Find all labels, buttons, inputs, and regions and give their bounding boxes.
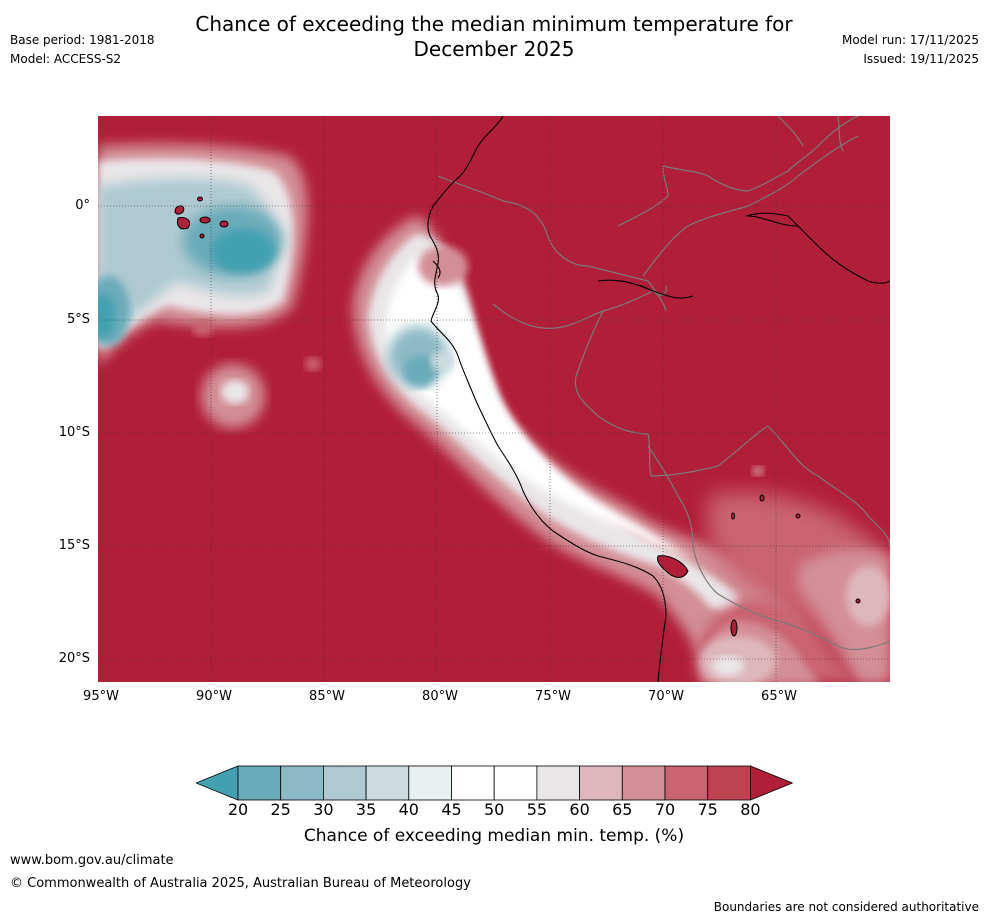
coastlines [427, 116, 890, 682]
colombia-peru-amazon-border [617, 165, 669, 227]
colorbar-tick-45: 45 [441, 800, 462, 819]
lat-label-5s: 5°S [66, 312, 90, 327]
lat-label-0: 0° [75, 198, 90, 213]
colorbar-tick-70: 70 [654, 800, 676, 819]
lake-4 [855, 598, 861, 604]
colorbar [196, 765, 794, 801]
lake-titicaca [657, 555, 689, 578]
bolivia-paraguay-border [767, 425, 890, 547]
colorbar-arrow-low [196, 765, 239, 801]
peru-brazil-border [574, 310, 652, 477]
lon-label-75w: 75°W [535, 689, 571, 704]
colombia-brazil-border [662, 165, 749, 192]
pacific-coastline [427, 116, 667, 682]
coastal-anomaly-band [353, 216, 818, 682]
lon-label-85w: 85°W [309, 689, 345, 704]
lon-label-90w: 90°W [196, 689, 232, 704]
colorbar-cell-75-80 [707, 765, 751, 801]
lon-label-80w: 80°W [422, 689, 458, 704]
base-period: Base period: 1981-2018 [10, 33, 155, 47]
lon-label-95w: 95°W [83, 689, 119, 704]
chart-title: Chance of exceeding the median minimum t… [0, 12, 988, 62]
colorbar-tick-55: 55 [526, 800, 548, 819]
guyana-venezuela-border [777, 116, 844, 152]
colorbar-cell-45-50 [451, 765, 495, 801]
colorbar-cell-40-45 [408, 765, 452, 801]
footer-copyright: © Commonwealth of Australia 2025, Austra… [10, 876, 471, 891]
peru-bolivia-border [647, 445, 694, 547]
title-line-2: December 2025 [413, 37, 575, 61]
lake-1 [759, 494, 765, 502]
colorbar-tick-80: 80 [740, 800, 761, 819]
colorbar-cell-50-55 [493, 765, 538, 801]
lake-3 [731, 512, 735, 520]
santa-cruz-island [199, 216, 211, 224]
colorbar-tick-25: 25 [270, 800, 291, 819]
inland-anomaly [418, 246, 890, 682]
colorbar-cell-35-40 [365, 765, 410, 801]
western-ocean-anomaly [98, 143, 321, 428]
bolivia-chile-border [692, 545, 719, 595]
lake-2 [795, 513, 801, 519]
islands-and-lakes [174, 196, 861, 637]
footer-disclaimer: Boundaries are not considered authoritat… [713, 900, 979, 914]
colorbar-tick-60: 60 [569, 800, 590, 819]
colorbar-cell-60-65 [579, 765, 623, 801]
colorbar-cell-20-25 [237, 765, 282, 801]
galapagos-island [174, 205, 185, 215]
lon-label-65w: 65°W [761, 689, 797, 704]
bolivia-brazil-border [650, 425, 769, 477]
colorbar-arrow-high [750, 765, 794, 801]
lat-label-15s: 15°S [58, 538, 90, 553]
model-name: Model: ACCESS-S2 [10, 52, 122, 66]
colorbar-cell-65-70 [621, 765, 666, 801]
salt-lake [730, 619, 738, 637]
probability-map [98, 116, 890, 682]
amazon-tributary [747, 215, 799, 227]
footer-url: www.bom.gov.au/climate [10, 853, 174, 868]
title-line-1: Chance of exceeding the median minimum t… [195, 12, 793, 36]
floreana-island [199, 233, 205, 239]
amazon-river [745, 212, 890, 284]
isabela-island [177, 217, 191, 230]
lat-label-20s: 20°S [58, 651, 90, 666]
lon-label-70w: 70°W [648, 689, 684, 704]
colorbar-tick-40: 40 [398, 800, 419, 819]
san-cristobal-island [219, 220, 229, 228]
northern-island [197, 196, 203, 202]
issued-date: Issued: 19/11/2025 [863, 52, 979, 66]
colorbar-cell-70-75 [664, 765, 709, 801]
venezuela-brazil-border [747, 116, 859, 192]
colorbar-tick-35: 35 [355, 800, 377, 819]
colorbar-tick-50: 50 [484, 800, 505, 819]
graticule [98, 116, 890, 682]
colorbar-tick-20: 20 [227, 800, 249, 819]
colorbar-tick-75: 75 [697, 800, 718, 819]
colombia-ecuador-peru-border [437, 175, 667, 312]
colorbar-tick-65: 65 [612, 800, 633, 819]
colorbar-label: Chance of exceeding median min. temp. (%… [303, 826, 685, 846]
lat-label-10s: 10°S [58, 425, 90, 440]
gulf-of-guayaquil [432, 260, 441, 279]
model-run: Model run: 17/11/2025 [841, 33, 979, 47]
colorbar-cell-25-30 [280, 765, 324, 801]
colorbar-cell-55-60 [536, 765, 580, 801]
colorbar-cell-30-35 [323, 765, 367, 801]
country-boundaries [437, 116, 890, 651]
colorbar-tick-30: 30 [313, 800, 334, 819]
maranon-river [597, 279, 694, 299]
bolivia-argentina-border [717, 593, 890, 651]
colombia-venezuela-border [642, 135, 859, 277]
